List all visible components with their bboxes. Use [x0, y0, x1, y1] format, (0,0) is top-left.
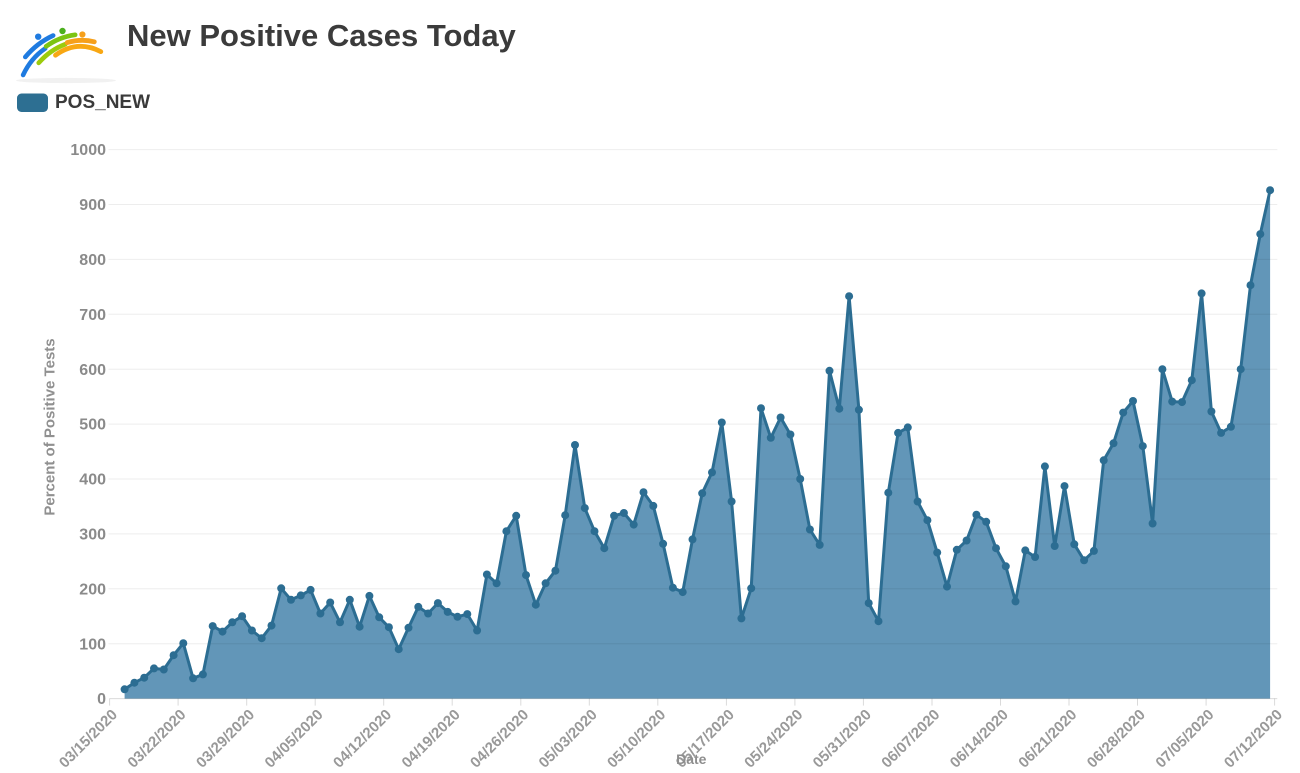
svg-text:05/03/2020: 05/03/2020	[536, 706, 601, 771]
svg-text:Date: Date	[676, 751, 707, 767]
svg-text:03/22/2020: 03/22/2020	[124, 706, 189, 771]
svg-text:800: 800	[79, 252, 106, 269]
svg-text:600: 600	[79, 362, 106, 379]
svg-text:03/15/2020: 03/15/2020	[56, 706, 121, 771]
svg-text:05/10/2020: 05/10/2020	[604, 706, 669, 771]
svg-text:03/29/2020: 03/29/2020	[193, 706, 258, 771]
svg-text:05/24/2020: 05/24/2020	[741, 706, 806, 771]
svg-text:1000: 1000	[70, 142, 106, 159]
svg-text:06/28/2020: 06/28/2020	[1084, 706, 1149, 771]
svg-text:07/12/2020: 07/12/2020	[1221, 706, 1286, 771]
svg-text:700: 700	[79, 307, 106, 324]
svg-text:06/07/2020: 06/07/2020	[878, 706, 943, 771]
svg-text:500: 500	[79, 417, 106, 434]
svg-text:06/14/2020: 06/14/2020	[947, 706, 1012, 771]
svg-text:900: 900	[79, 197, 106, 214]
svg-text:400: 400	[79, 472, 106, 489]
svg-text:06/21/2020: 06/21/2020	[1015, 706, 1080, 771]
svg-text:100: 100	[79, 636, 106, 653]
svg-text:04/12/2020: 04/12/2020	[330, 706, 395, 771]
svg-text:04/26/2020: 04/26/2020	[467, 706, 532, 771]
svg-text:0: 0	[97, 691, 106, 708]
svg-text:04/05/2020: 04/05/2020	[261, 706, 326, 771]
svg-text:07/05/2020: 07/05/2020	[1152, 706, 1217, 771]
svg-text:300: 300	[79, 527, 106, 544]
svg-text:Percent of Positive Tests: Percent of Positive Tests	[42, 338, 59, 515]
svg-text:05/31/2020: 05/31/2020	[810, 706, 875, 771]
svg-text:200: 200	[79, 581, 106, 598]
svg-text:04/19/2020: 04/19/2020	[399, 706, 464, 771]
